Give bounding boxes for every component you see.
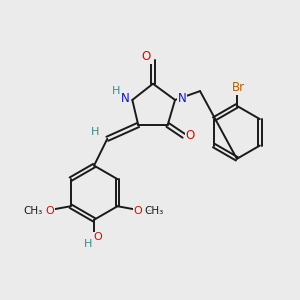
Text: methoxy: methoxy — [148, 210, 154, 211]
Text: H: H — [112, 86, 120, 96]
Text: CH₃: CH₃ — [24, 206, 43, 216]
Text: Br: Br — [232, 81, 245, 94]
Text: H: H — [91, 127, 99, 137]
Text: O: O — [46, 206, 54, 216]
Text: O: O — [134, 206, 142, 216]
Text: N: N — [178, 92, 187, 105]
Text: N: N — [121, 92, 129, 105]
Text: O: O — [186, 129, 195, 142]
Text: O: O — [142, 50, 151, 63]
Text: CH₃: CH₃ — [144, 206, 164, 216]
Text: O: O — [93, 232, 102, 242]
Text: H: H — [83, 239, 92, 249]
